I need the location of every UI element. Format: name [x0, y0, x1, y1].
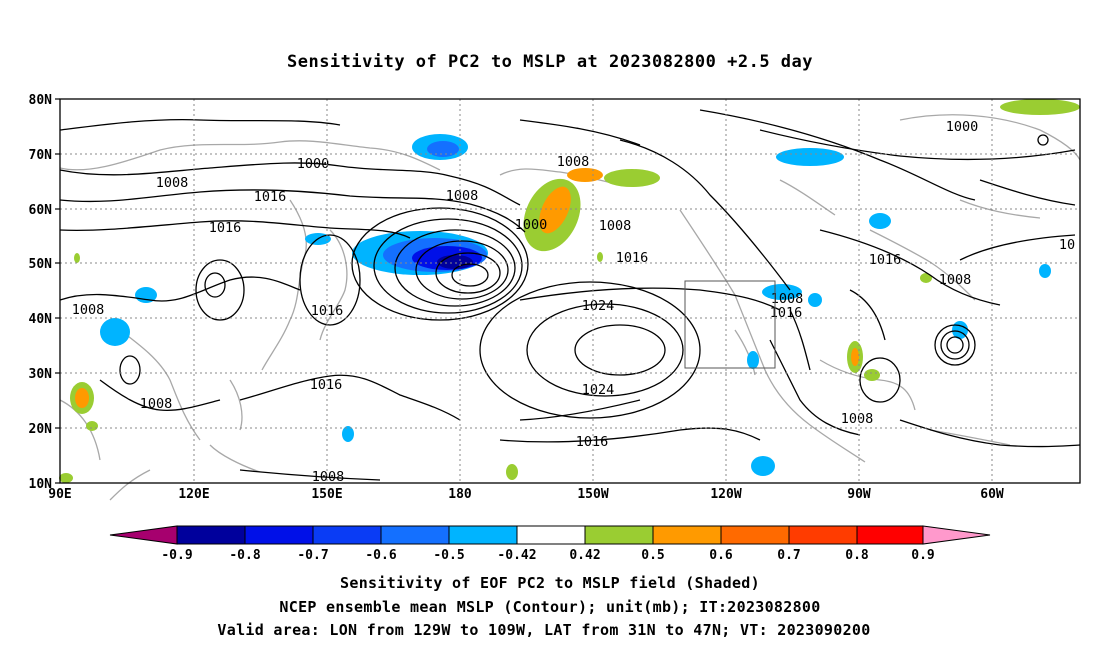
contour-label: 1016: [616, 250, 649, 266]
lon-label: 120E: [178, 487, 209, 502]
colorbar-tick-label: 0.9: [911, 548, 934, 563]
map-frame: [59, 98, 1081, 484]
lat-label: 30N: [29, 367, 53, 382]
lon-label: 90E: [48, 487, 71, 502]
colorbar-swatch: [312, 525, 382, 545]
contour-label: 1008: [557, 154, 590, 170]
lon-label: 150E: [311, 487, 342, 502]
colorbar-swatch: [516, 525, 586, 545]
colorbar-swatch: [788, 525, 858, 545]
colorbar-swatch: [244, 525, 314, 545]
lon-label: 150W: [577, 487, 608, 502]
contour-label: 10: [1059, 237, 1075, 253]
colorbar-tick-label: -0.9: [161, 548, 192, 563]
lat-label: 40N: [29, 312, 53, 327]
caption-line-2: NCEP ensemble mean MSLP (Contour); unit(…: [279, 598, 820, 616]
map-title: Sensitivity of PC2 to MSLP at 2023082800…: [287, 52, 813, 72]
lon-label: 90W: [847, 487, 871, 502]
lon-label: 120W: [710, 487, 741, 502]
contour-label: 1016: [869, 252, 902, 268]
contour-label: 1016: [254, 189, 287, 205]
colorbar-swatch: [380, 525, 450, 545]
colorbar: -0.9 -0.8 -0.7 -0.6 -0.5 -0.42 0.42 0.5 …: [109, 525, 991, 563]
longitude-axis: 90E 120E 150E 180 150W 120W 90W 60W: [48, 487, 1004, 502]
contour-label: 1024: [582, 298, 615, 314]
lon-label: 60W: [980, 487, 1004, 502]
colorbar-swatch: [584, 525, 654, 545]
contour-label: 1008: [771, 291, 804, 307]
contour-label: 1000: [297, 156, 330, 172]
lat-label: 80N: [29, 93, 53, 108]
colorbar-swatch: [720, 525, 790, 545]
contour-label: 1008: [72, 302, 105, 318]
colorbar-tick-label: -0.5: [433, 548, 464, 563]
contour-label: 1000: [946, 119, 979, 135]
caption-line-3: Valid area: LON from 129W to 109W, LAT f…: [217, 621, 870, 639]
colorbar-swatch: [652, 525, 722, 545]
latitude-axis: 80N 70N 60N 50N 40N 30N 20N 10N: [29, 93, 53, 492]
contour-label: 1016: [310, 377, 343, 393]
contour-label: 1008: [939, 272, 972, 288]
contour-label: 1008: [156, 175, 189, 191]
colorbar-tick-label: -0.6: [365, 548, 396, 563]
colorbar-tick-label: 0.42: [569, 548, 600, 563]
lat-label: 70N: [29, 148, 53, 163]
colorbar-tick-label: 0.8: [845, 548, 869, 563]
colorbar-tick-label: -0.8: [229, 548, 260, 563]
colorbar-swatch: [176, 525, 246, 545]
colorbar-max-triangle: [922, 525, 991, 545]
colorbar-tick-label: 0.7: [777, 548, 800, 563]
colorbar-swatch: [856, 525, 924, 545]
contour-label: 1008: [446, 188, 479, 204]
contour-labels: 1000 1008 1016 1016 1008 1008 1000 1008 …: [72, 119, 1075, 485]
contour-label: 1024: [582, 382, 615, 398]
colorbar-tick-label: -0.42: [497, 548, 536, 563]
contour-label: 1016: [576, 434, 609, 450]
contour-label: 1008: [599, 218, 632, 234]
colorbar-tick-label: 0.6: [709, 548, 733, 563]
colorbar-swatch: [448, 525, 518, 545]
caption-line-1: Sensitivity of EOF PC2 to MSLP field (Sh…: [340, 574, 760, 592]
valid-area-box: [684, 280, 776, 369]
lat-label: 20N: [29, 422, 53, 437]
contour-label: 1008: [841, 411, 874, 427]
colorbar-tick-label: 0.5: [641, 548, 664, 563]
contour-label: 1016: [209, 220, 242, 236]
grid-lines: [60, 99, 1080, 483]
colorbar-min-triangle: [109, 525, 178, 545]
mslp-contours: [59, 109, 1081, 481]
lat-label: 60N: [29, 203, 53, 218]
latitude-ticks: [55, 98, 60, 484]
colorbar-tick-label: -0.7: [297, 548, 328, 563]
lat-label: 10N: [29, 477, 53, 492]
map-background: [60, 99, 1080, 483]
lat-label: 50N: [29, 257, 53, 272]
map-panel: 1000 1008 1016 1016 1008 1008 1000 1008 …: [59, 98, 1081, 501]
contour-label: 1000: [515, 217, 548, 233]
contour-label: 1016: [770, 305, 803, 321]
contour-label: 1008: [312, 469, 345, 485]
lon-label: 180: [448, 487, 472, 502]
contour-label: 1008: [140, 396, 173, 412]
